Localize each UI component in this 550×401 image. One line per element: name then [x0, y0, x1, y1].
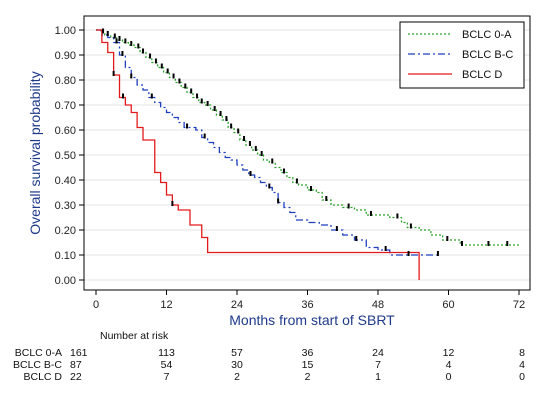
- censor-marks: [102, 28, 509, 256]
- y-tick-label: 0.90: [55, 50, 76, 62]
- risk-count: 87: [70, 359, 82, 371]
- y-tick-label: 0.20: [55, 225, 76, 237]
- risk-count: 22: [70, 371, 82, 383]
- risk-count: 1: [375, 371, 381, 383]
- curve-bclc-d: [96, 29, 420, 280]
- x-tick-label: 24: [231, 299, 243, 311]
- risk-count: 24: [372, 347, 384, 359]
- x-tick-label: 36: [301, 299, 313, 311]
- risk-count: 4: [519, 359, 525, 371]
- x-tick-label: 48: [372, 299, 384, 311]
- risk-count: 4: [446, 359, 452, 371]
- risk-row-label: BCLC D: [23, 371, 62, 383]
- x-tick-label: 0: [93, 299, 99, 311]
- y-tick-label: 1.00: [55, 25, 76, 37]
- risk-count: 0: [446, 371, 452, 383]
- risk-count: 15: [302, 359, 314, 371]
- y-tick-label: 0.50: [55, 150, 76, 162]
- x-tick-label: 60: [442, 299, 454, 311]
- x-tick-label: 12: [160, 299, 172, 311]
- y-tick-label: 0.10: [55, 250, 76, 262]
- y-tick-label: 0.80: [55, 75, 76, 87]
- y-tick-label: 0.60: [55, 125, 76, 137]
- risk-count: 57: [231, 347, 243, 359]
- y-tick-label: 0.40: [55, 175, 76, 187]
- risk-count: 2: [305, 371, 311, 383]
- risk-table-title: Number at risk: [100, 330, 169, 342]
- risk-table: Number at risk BCLC 0-A 161 113 57 36 24 12 8BC…: [13, 330, 525, 383]
- risk-count: 8: [519, 347, 525, 359]
- legend-entry: BCLC D: [462, 69, 502, 81]
- x-axis-title: Months from start of SBRT: [229, 312, 395, 328]
- risk-count: 7: [164, 371, 170, 383]
- curve-bclc-b-c: [96, 29, 437, 256]
- y-axis-title: Overall survival probability: [27, 71, 43, 234]
- legend: BCLC 0-A BCLC B-C BCLC D: [399, 21, 525, 89]
- legend-box: [399, 21, 525, 89]
- risk-count: 54: [161, 359, 173, 371]
- risk-count: 161: [70, 347, 88, 359]
- legend-entry: BCLC B-C: [462, 49, 513, 61]
- risk-count: 30: [231, 359, 243, 371]
- risk-count: 7: [375, 359, 381, 371]
- y-tick-label: 0.30: [55, 200, 76, 212]
- risk-row-label: BCLC 0-A: [15, 347, 62, 359]
- risk-count: 2: [234, 371, 240, 383]
- legend-entry: BCLC 0-A: [462, 29, 512, 41]
- risk-count: 12: [443, 347, 455, 359]
- risk-count: 36: [302, 347, 314, 359]
- risk-count: 0: [519, 371, 525, 383]
- risk-row-label: BCLC B-C: [13, 359, 62, 371]
- y-tick-label: 0.00: [55, 275, 76, 287]
- x-tick-label: 72: [513, 299, 525, 311]
- risk-count: 113: [158, 347, 175, 359]
- axes: 0.00 0.10 0.20 0.30 0.40 0.50 0.60 0.70 0.80 0.90…: [55, 25, 526, 311]
- y-tick-label: 0.70: [55, 100, 76, 112]
